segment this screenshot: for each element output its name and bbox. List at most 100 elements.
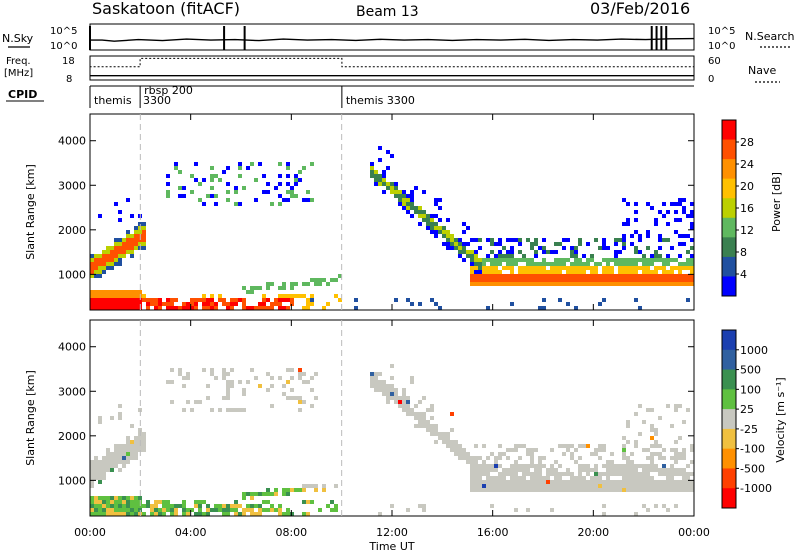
data-cell xyxy=(378,158,382,162)
data-cell xyxy=(426,420,430,424)
data-cell xyxy=(570,270,574,274)
data-cell xyxy=(442,432,446,436)
data-cell xyxy=(506,254,510,258)
data-cell xyxy=(434,440,438,444)
data-cell xyxy=(454,242,458,246)
data-cell xyxy=(210,508,214,512)
data-cell xyxy=(582,262,586,266)
data-cell xyxy=(454,440,458,444)
data-cell xyxy=(502,278,506,282)
data-cell xyxy=(530,476,534,480)
data-cell xyxy=(530,464,534,468)
data-cell xyxy=(550,262,554,266)
data-cell xyxy=(658,480,662,484)
data-cell xyxy=(550,278,554,282)
data-cell xyxy=(118,290,122,294)
data-cell xyxy=(646,464,650,468)
data-cell xyxy=(578,266,582,270)
data-cell xyxy=(310,294,314,298)
data-cell xyxy=(126,230,130,234)
data-cell xyxy=(126,250,130,254)
colorbar-tick-label: -100 xyxy=(740,443,765,456)
data-cell xyxy=(106,246,110,250)
data-cell xyxy=(226,384,230,388)
data-cell xyxy=(570,472,574,476)
colorbar-tick-label: 500 xyxy=(740,364,761,377)
data-cell xyxy=(690,226,694,230)
data-cell xyxy=(238,202,242,206)
data-cell xyxy=(574,460,578,464)
data-cell xyxy=(554,258,558,262)
data-cell xyxy=(630,262,634,266)
data-cell xyxy=(102,266,106,270)
data-cell xyxy=(294,282,298,286)
data-cell xyxy=(90,298,94,302)
data-cell xyxy=(494,274,498,278)
data-cell xyxy=(394,396,398,400)
data-cell xyxy=(478,270,482,274)
data-cell xyxy=(410,206,414,210)
data-cell xyxy=(650,456,654,460)
data-cell xyxy=(610,472,614,476)
data-cell xyxy=(118,508,122,512)
data-cell xyxy=(494,468,498,472)
data-cell xyxy=(666,472,670,476)
data-cell xyxy=(98,298,102,302)
data-cell xyxy=(554,476,558,480)
cpid-segment-label: themis xyxy=(94,94,132,107)
data-cell xyxy=(634,468,638,472)
data-cell xyxy=(262,174,266,178)
noise-left-tick-bottom: 10^0 xyxy=(50,41,77,52)
data-cell xyxy=(650,270,654,274)
data-cell xyxy=(670,488,674,492)
data-cell xyxy=(90,512,94,516)
data-cell xyxy=(634,246,638,250)
data-cell xyxy=(90,270,94,274)
data-cell xyxy=(522,266,526,270)
data-cell xyxy=(618,472,622,476)
data-cell xyxy=(206,194,210,198)
data-cell xyxy=(674,202,678,206)
data-cell xyxy=(246,166,250,170)
data-cell xyxy=(594,282,598,286)
data-cell xyxy=(542,484,546,488)
data-cell xyxy=(246,290,250,294)
data-cell xyxy=(498,242,502,246)
data-cell xyxy=(278,202,282,206)
data-cell xyxy=(570,452,574,456)
data-cell xyxy=(278,508,282,512)
data-cell xyxy=(134,444,138,448)
data-cell xyxy=(638,258,642,262)
data-cell xyxy=(610,266,614,270)
data-cell xyxy=(510,246,514,250)
data-cell xyxy=(630,488,634,492)
data-cell xyxy=(642,254,646,258)
data-cell xyxy=(422,504,426,508)
data-cell xyxy=(502,282,506,286)
data-cell xyxy=(670,484,674,488)
data-cell xyxy=(470,460,474,464)
data-cell xyxy=(122,246,126,250)
data-cell xyxy=(286,396,290,400)
data-cell xyxy=(582,278,586,282)
data-cell xyxy=(522,468,526,472)
data-cell xyxy=(638,484,642,488)
colorbar-swatch xyxy=(722,159,736,180)
data-cell xyxy=(106,456,110,460)
data-cell xyxy=(454,448,458,452)
data-cell xyxy=(118,246,122,250)
data-cell xyxy=(646,202,650,206)
colorbar-swatch xyxy=(722,349,736,371)
data-cell xyxy=(502,452,506,456)
y-tick-label: 3000 xyxy=(58,385,86,398)
data-cell xyxy=(110,456,114,460)
colorbar-tick-label: -1000 xyxy=(740,482,772,495)
data-cell xyxy=(678,404,682,408)
data-cell xyxy=(526,282,530,286)
data-cell xyxy=(422,210,426,214)
data-cell xyxy=(122,444,126,448)
data-cell xyxy=(546,274,550,278)
data-cell xyxy=(554,468,558,472)
data-cell xyxy=(510,266,514,270)
data-cell xyxy=(474,266,478,270)
